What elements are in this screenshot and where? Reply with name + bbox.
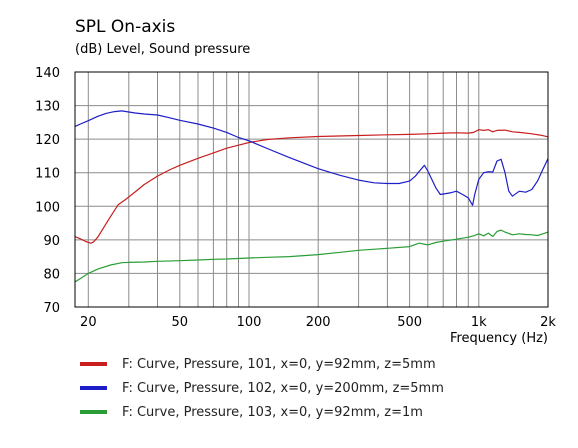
legend-label: F: Curve, Pressure, 103, x=0, y=92mm, z=… xyxy=(122,404,423,420)
series-line-3 xyxy=(74,229,549,283)
y-axis-label: (dB) Level, Sound pressure xyxy=(75,42,251,57)
y-tick-label: 110 xyxy=(35,167,60,182)
legend: F: Curve, Pressure, 101, x=0, y=92mm, z=… xyxy=(80,352,560,424)
y-tick-label: 130 xyxy=(35,100,60,115)
y-tick-label: 90 xyxy=(43,234,60,249)
y-tick-label: 120 xyxy=(35,133,60,148)
y-tick-label: 100 xyxy=(35,200,60,215)
series-line-2 xyxy=(74,110,549,206)
series-group xyxy=(74,110,549,283)
plot-frame xyxy=(74,71,549,308)
legend-swatch-red xyxy=(80,362,107,366)
y-tick-label: 140 xyxy=(35,66,60,81)
legend-swatch-green xyxy=(80,410,107,414)
x-tick-label: 1k xyxy=(471,315,487,330)
y-tick-label: 80 xyxy=(43,267,60,282)
x-tick-label: 200 xyxy=(306,315,331,330)
x-tick-label: 20 xyxy=(80,315,97,330)
legend-label: F: Curve, Pressure, 101, x=0, y=92mm, z=… xyxy=(122,356,436,372)
legend-item: F: Curve, Pressure, 102, x=0, y=200mm, z… xyxy=(80,376,560,400)
x-tick-label: 100 xyxy=(237,315,262,330)
chart-title: SPL On-axis xyxy=(75,17,176,37)
series-line-1 xyxy=(74,129,549,244)
grid xyxy=(75,72,548,307)
x-tick-label: 2k xyxy=(540,315,556,330)
x-axis-label: Frequency (Hz) xyxy=(450,331,548,346)
x-tick-label: 50 xyxy=(172,315,189,330)
y-tick-label: 70 xyxy=(43,301,60,316)
legend-swatch-blue xyxy=(80,386,107,390)
legend-item: F: Curve, Pressure, 103, x=0, y=92mm, z=… xyxy=(80,400,560,424)
x-tick-label: 500 xyxy=(397,315,422,330)
tick-labels: 70 80 90 100 110 120 130 140 20 50 100 200 500 1k 2k xyxy=(35,66,556,330)
legend-label: F: Curve, Pressure, 102, x=0, y=200mm, z… xyxy=(122,380,444,396)
legend-item: F: Curve, Pressure, 101, x=0, y=92mm, z=… xyxy=(80,352,560,376)
